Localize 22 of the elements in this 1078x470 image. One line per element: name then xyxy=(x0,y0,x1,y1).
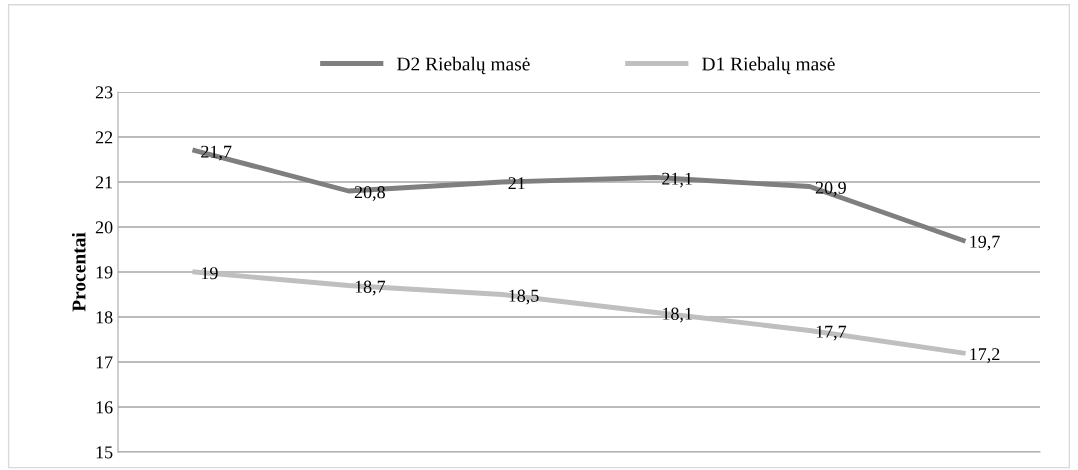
data-label: 19 xyxy=(201,267,218,280)
y-tick-label: 19 xyxy=(96,266,113,279)
y-tick-label: 18 xyxy=(96,311,113,324)
y-tick-label: 23 xyxy=(95,86,113,99)
data-label: 20,8 xyxy=(354,186,385,201)
data-label: 18,5 xyxy=(509,289,539,305)
y-tick-label: 22 xyxy=(95,131,113,144)
y-tick-label: 15 xyxy=(96,446,113,459)
legend-label: D1 Riebalų masė xyxy=(702,56,835,75)
y-tick-label: 16 xyxy=(96,401,113,414)
legend-label: D2 Riebalų masė xyxy=(397,56,530,75)
y-tick-label: 20 xyxy=(95,221,113,234)
data-label: 17,7 xyxy=(816,325,847,341)
data-label: 18,7 xyxy=(355,280,386,296)
data-label: 19,7 xyxy=(970,235,1000,251)
data-label: 18,1 xyxy=(662,307,692,323)
data-label: 17,2 xyxy=(970,348,1000,363)
y-tick-label: 21 xyxy=(95,176,113,189)
y-axis-title: Procentai xyxy=(71,232,86,312)
y-tick-label: 17 xyxy=(96,356,113,369)
data-label: 20,9 xyxy=(815,181,846,197)
data-label: 21,7 xyxy=(201,145,232,161)
